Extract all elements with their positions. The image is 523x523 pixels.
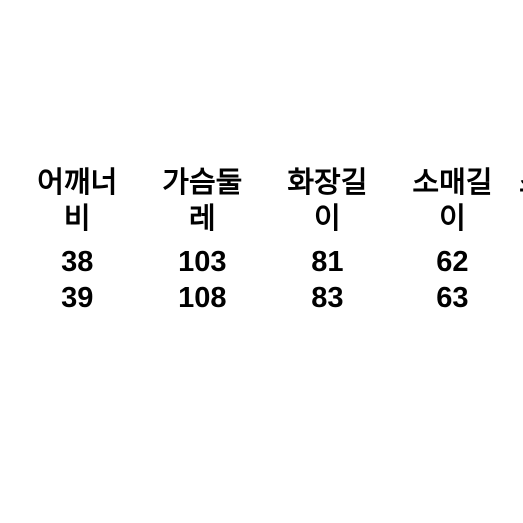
header-text: 가슴둘: [144, 165, 261, 201]
header-text: 레: [144, 201, 261, 237]
header-text: 비: [19, 201, 136, 237]
table-cell: [0, 280, 15, 316]
table-cell: 3: [515, 244, 523, 280]
table-cell: 81: [265, 244, 390, 280]
table-cell: 38: [15, 244, 140, 280]
header-text: 이: [269, 201, 386, 237]
sizing-table-wrapper: ㅣ 어깨너 비 가슴둘 레 화장길 이 소매길 이: [0, 165, 523, 316]
header-text: 화장길: [269, 165, 386, 201]
table-row: 39 108 83 63 3: [0, 280, 523, 316]
header-text: 소: [519, 165, 523, 201]
header-text: 어깨너: [19, 165, 136, 201]
header-text: 소매길: [394, 165, 511, 201]
table-cell: 62: [390, 244, 515, 280]
table-header-row: ㅣ 어깨너 비 가슴둘 레 화장길 이 소매길 이: [0, 165, 523, 244]
table-cell: 108: [140, 280, 265, 316]
column-header-shoulder: 어깨너 비: [15, 165, 140, 244]
column-header-partial-left: ㅣ: [0, 165, 15, 244]
column-header-arm-length: 소매길 이: [390, 165, 515, 244]
header-text: ㅣ: [0, 165, 11, 201]
table-row: 38 103 81 62 3: [0, 244, 523, 280]
column-header-sleeve-length: 화장길 이: [265, 165, 390, 244]
table-cell: 83: [265, 280, 390, 316]
header-text: 이: [394, 201, 511, 237]
table-cell: 39: [15, 280, 140, 316]
table-cell: 103: [140, 244, 265, 280]
column-header-partial-right: 소: [515, 165, 523, 244]
table-cell: [0, 244, 15, 280]
sizing-table: ㅣ 어깨너 비 가슴둘 레 화장길 이 소매길 이: [0, 165, 523, 316]
table-cell: 63: [390, 280, 515, 316]
table-cell: 3: [515, 280, 523, 316]
column-header-chest: 가슴둘 레: [140, 165, 265, 244]
